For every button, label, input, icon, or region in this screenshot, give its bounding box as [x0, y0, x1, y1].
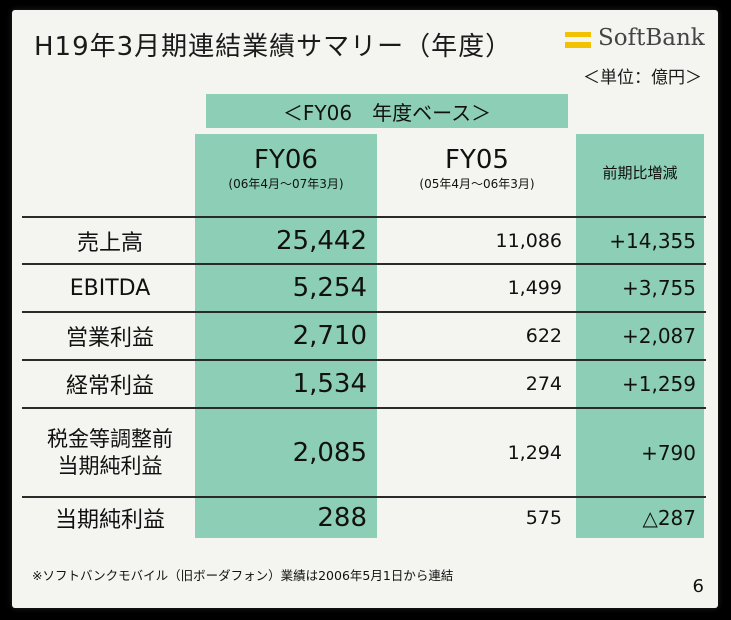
cell-fy06-ebitda: 5,254: [292, 273, 367, 303]
fy06-column-bg-bottom: [195, 496, 377, 538]
softbank-logo: SoftBank: [565, 22, 715, 58]
cell-diff-net-income: △287: [642, 506, 696, 530]
cell-fy06-sales: 25,442: [276, 225, 367, 256]
cell-fy05-ordinary-income: 274: [525, 373, 562, 395]
cell-fy06-net-income: 288: [317, 503, 367, 533]
fy06-column-bg: [195, 134, 377, 496]
row-label-pretax-income: 税金等調整前 当期純利益: [28, 409, 192, 496]
cell-fy06-operating-income: 2,710: [292, 321, 367, 351]
column-header-fy06-period: (06年4月～07年3月): [228, 177, 344, 191]
cell-diff-operating-income: +2,087: [621, 324, 696, 348]
row-label-pretax-line1: 税金等調整前: [47, 426, 173, 451]
cell-fy05-sales: 11,086: [495, 229, 562, 252]
row-label-pretax-line2: 当期純利益: [57, 453, 163, 478]
slide: H19年3月期連結業績サマリー（年度） SoftBank ＜単位：億円＞ ＜FY…: [12, 10, 718, 608]
column-header-diff: 前期比増減: [602, 164, 678, 182]
cell-diff-ordinary-income: +1,259: [621, 372, 696, 396]
cell-diff-ebitda: +3,755: [621, 276, 696, 300]
cell-fy05-pretax-income: 1,294: [507, 441, 562, 464]
row-label-sales: 売上高: [76, 230, 143, 256]
column-header-fy06-label: FY06: [254, 145, 318, 175]
column-header-fy05-label: FY05: [445, 145, 509, 175]
logo-bar-top: [565, 32, 591, 37]
cell-fy06-pretax-income: 2,085: [292, 437, 367, 468]
diff-column-bg: [576, 134, 704, 538]
cell-fy05-operating-income: 622: [525, 325, 562, 347]
row-divider: [22, 216, 706, 218]
cell-diff-sales: +14,355: [609, 228, 696, 253]
column-header-fy06: FY06 (06年4月～07年3月): [195, 144, 377, 192]
cell-fy06-ordinary-income: 1,534: [292, 369, 367, 399]
column-header-fy05-period: (05年4月～06年3月): [419, 177, 535, 191]
cell-fy05-ebitda: 1,499: [507, 277, 562, 299]
column-header-fy05: FY05 (05年4月～06年3月): [384, 144, 570, 192]
logo-text: SoftBank: [598, 25, 705, 51]
row-label-ordinary-income: 経常利益: [65, 374, 154, 399]
row-divider: [22, 359, 706, 361]
row-divider: [22, 496, 706, 498]
footnote: ※ソフトバンクモバイル（旧ボーダフォン）業績は2006年5月1日から連結: [32, 568, 454, 583]
row-label-net-income: 当期純利益: [54, 508, 165, 533]
fy06-base-header: ＜FY06 年度ベース＞: [206, 94, 568, 128]
row-divider: [22, 263, 706, 265]
row-divider: [22, 407, 706, 409]
row-label-operating-income: 営業利益: [65, 326, 154, 351]
cell-fy05-net-income: 575: [525, 507, 562, 529]
page-number: 6: [692, 576, 704, 597]
unit-note: ＜単位：億円＞: [583, 68, 702, 88]
row-divider: [22, 311, 706, 313]
slide-title: H19年3月期連結業績サマリー（年度）: [34, 32, 513, 62]
cell-diff-pretax-income: +790: [641, 440, 696, 465]
logo-bar-bottom: [565, 42, 591, 48]
row-label-ebitda: EBITDA: [69, 275, 151, 301]
